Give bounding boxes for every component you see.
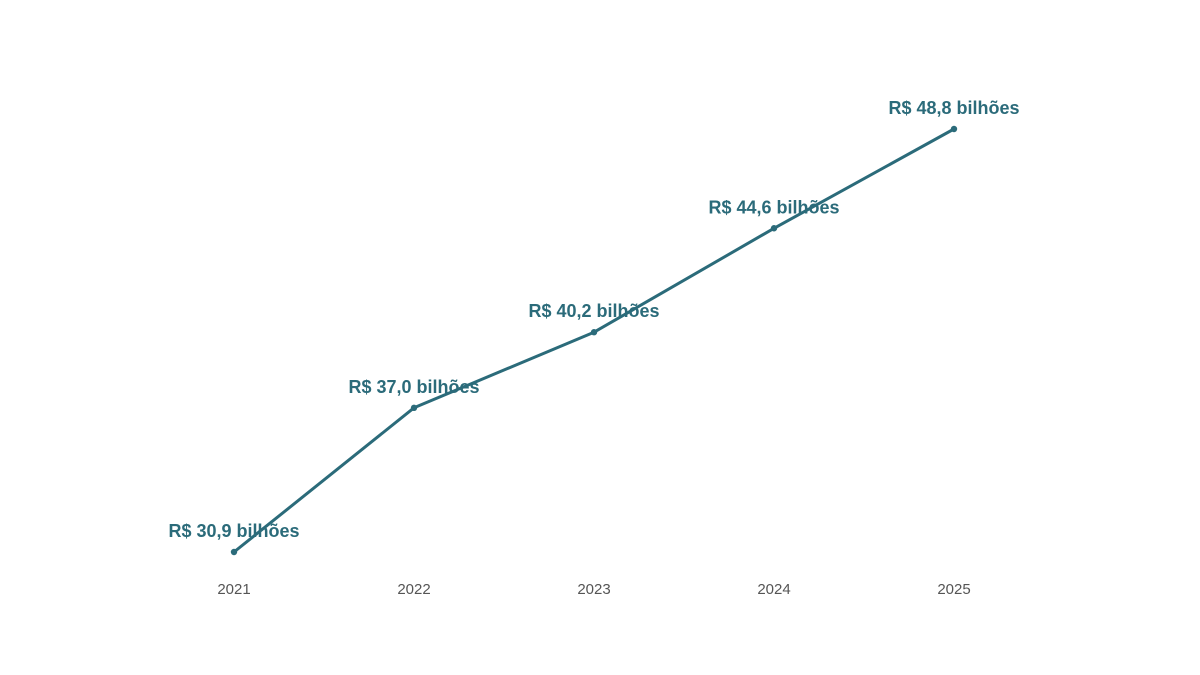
x-tick-label-2021: 2021 [217, 581, 250, 598]
series-line [232, 127, 956, 554]
data-label-2021: R$ 30,9 bilhões [168, 521, 299, 541]
data-labels: R$ 30,9 bilhões R$ 37,0 bilhões R$ 40,2 bi… [168, 98, 1019, 541]
x-axis-ticks: 2021 2022 2023 2024 2025 [217, 581, 970, 598]
data-label-2023: R$ 40,2 bilhões [528, 301, 659, 321]
data-label-2024: R$ 44,6 bilhões [708, 197, 839, 217]
x-tick-label-2024: 2024 [757, 581, 790, 598]
data-label-2022: R$ 37,0 bilhões [348, 377, 479, 397]
data-point-2023 [590, 329, 598, 336]
x-tick-label-2025: 2025 [937, 581, 970, 598]
data-point-2022 [410, 404, 418, 412]
data-point-2024 [770, 225, 778, 232]
data-point-2025 [950, 125, 958, 133]
data-points [230, 125, 958, 556]
data-point-2021 [230, 548, 238, 556]
data-label-2025: R$ 48,8 bilhões [888, 98, 1019, 118]
x-tick-label-2023: 2023 [577, 581, 610, 598]
x-tick-label-2022: 2022 [397, 581, 430, 598]
